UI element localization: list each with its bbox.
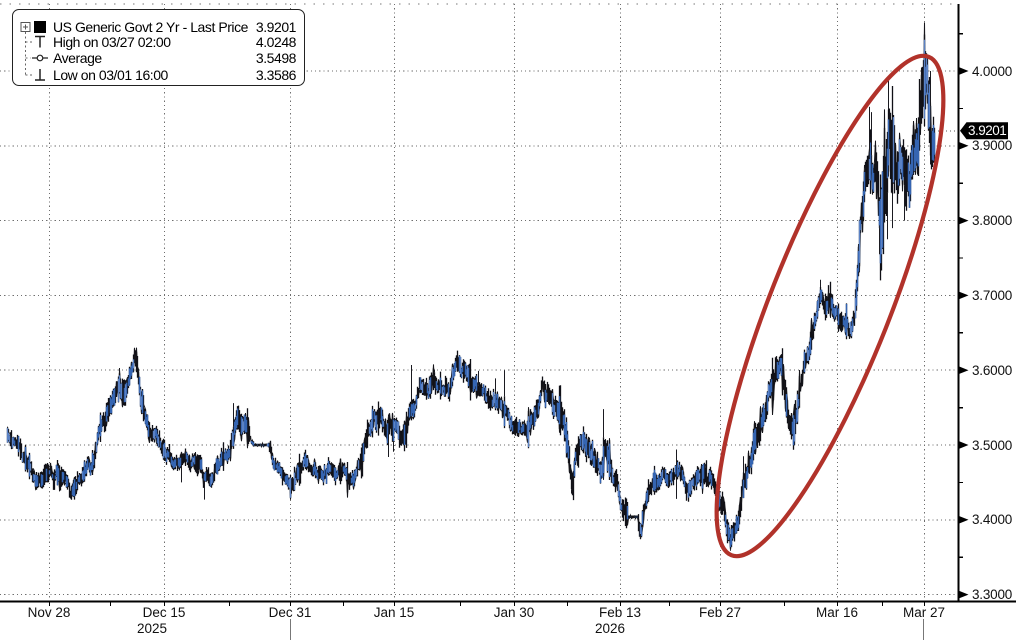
svg-text:Feb 27: Feb 27 <box>699 605 741 620</box>
svg-text:3.9000: 3.9000 <box>972 138 1012 153</box>
svg-text:4.0000: 4.0000 <box>972 64 1012 79</box>
svg-text:3.6000: 3.6000 <box>972 363 1012 378</box>
svg-text:Mar 16: Mar 16 <box>816 605 858 620</box>
svg-text:Dec 15: Dec 15 <box>143 605 186 620</box>
svg-text:Dec 31: Dec 31 <box>269 605 312 620</box>
svg-text:Jan 30: Jan 30 <box>494 605 535 620</box>
svg-text:3.5000: 3.5000 <box>972 438 1012 453</box>
svg-text:Mar 27: Mar 27 <box>903 605 945 620</box>
svg-text:3.9201: 3.9201 <box>968 123 1006 138</box>
svg-text:Jan 15: Jan 15 <box>374 605 415 620</box>
svg-text:2025: 2025 <box>137 621 167 636</box>
svg-text:3.7000: 3.7000 <box>972 288 1012 303</box>
svg-text:3.3000: 3.3000 <box>972 587 1012 602</box>
svg-text:3.4000: 3.4000 <box>972 512 1012 527</box>
svg-text:2026: 2026 <box>595 621 625 636</box>
svg-text:Nov 28: Nov 28 <box>28 605 71 620</box>
svg-text:3.8000: 3.8000 <box>972 213 1012 228</box>
svg-text:Feb 13: Feb 13 <box>599 605 641 620</box>
